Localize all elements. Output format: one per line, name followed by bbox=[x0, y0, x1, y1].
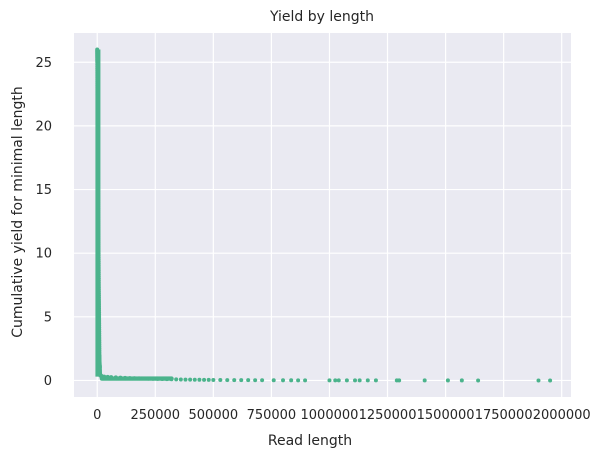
chart-title: Yield by length bbox=[269, 9, 374, 25]
data-point bbox=[333, 378, 338, 383]
y-axis-label: Cumulative yield for minimal length bbox=[10, 86, 26, 338]
data-point bbox=[271, 378, 276, 383]
data-point bbox=[225, 378, 230, 383]
y-tick-label: 20 bbox=[35, 119, 52, 134]
data-point bbox=[197, 377, 202, 382]
x-tick-label: 1000000 bbox=[301, 408, 359, 423]
data-point bbox=[192, 377, 197, 382]
data-point bbox=[211, 377, 216, 382]
plot-background bbox=[74, 33, 571, 397]
y-tick-label: 0 bbox=[44, 374, 52, 389]
x-tick-label: 250000 bbox=[130, 408, 180, 423]
data-point bbox=[548, 378, 553, 383]
data-point bbox=[239, 378, 244, 383]
data-point bbox=[373, 378, 378, 383]
x-tick-label: 750000 bbox=[247, 408, 297, 423]
data-point bbox=[344, 378, 349, 383]
data-point bbox=[188, 377, 193, 382]
data-point bbox=[336, 378, 341, 383]
data-point bbox=[281, 378, 286, 383]
data-point bbox=[178, 377, 183, 382]
x-tick-label: 500000 bbox=[189, 408, 239, 423]
data-point bbox=[206, 377, 211, 382]
x-axis-label: Read length bbox=[268, 433, 352, 449]
data-point bbox=[183, 377, 188, 382]
y-tick-label: 10 bbox=[35, 247, 52, 262]
y-tick-label: 5 bbox=[44, 310, 52, 325]
data-point bbox=[365, 378, 370, 383]
data-point bbox=[296, 378, 301, 383]
x-tick-label: 1250000 bbox=[359, 408, 417, 423]
data-point bbox=[260, 378, 265, 383]
grid-lines bbox=[74, 33, 571, 397]
data-point bbox=[536, 378, 541, 383]
data-point bbox=[246, 378, 251, 383]
data-point bbox=[357, 378, 362, 383]
data-point bbox=[169, 376, 174, 381]
data-point bbox=[253, 378, 258, 383]
data-point bbox=[327, 378, 332, 383]
data-point bbox=[353, 378, 358, 383]
data-point bbox=[303, 378, 308, 383]
data-point bbox=[202, 377, 207, 382]
x-tick-labels: 0 250000 500000 750000 1000000 1250000 1500000… bbox=[93, 408, 591, 423]
data-point bbox=[289, 378, 294, 383]
scatter-series bbox=[95, 47, 553, 383]
y-tick-label: 15 bbox=[35, 183, 52, 198]
y-tick-labels: 0 5 10 15 20 25 bbox=[35, 56, 52, 389]
data-point bbox=[397, 378, 402, 383]
data-point bbox=[232, 378, 237, 383]
data-point bbox=[459, 378, 464, 383]
y-tick-label: 25 bbox=[35, 56, 52, 71]
data-point bbox=[218, 378, 223, 383]
x-tick-label: 0 bbox=[93, 408, 101, 423]
x-tick-label: 2000000 bbox=[533, 408, 591, 423]
data-point bbox=[174, 377, 179, 382]
data-point bbox=[476, 378, 481, 383]
data-point bbox=[445, 378, 450, 383]
data-point bbox=[422, 378, 427, 383]
x-tick-label: 1750000 bbox=[475, 408, 533, 423]
x-tick-label: 1500000 bbox=[417, 408, 475, 423]
